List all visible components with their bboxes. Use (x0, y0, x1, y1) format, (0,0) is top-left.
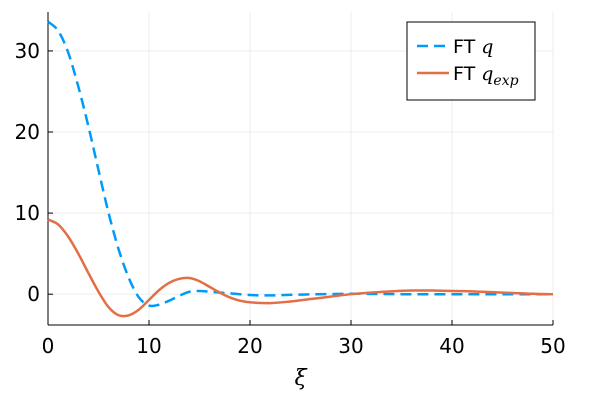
y-tick-label-3: 30 (15, 39, 40, 63)
legend-label-1: FT qexp (453, 63, 519, 89)
series-group (47, 20, 554, 318)
x-tick-label-5: 50 (540, 334, 565, 358)
series-line-0 (47, 20, 553, 308)
y-tick-label-2: 20 (15, 120, 40, 144)
x-axis-label: ξ (294, 366, 308, 391)
x-tick-label-1: 10 (136, 334, 161, 358)
y-tick-label-1: 10 (15, 201, 40, 225)
ticks: 0 10 20 30 40 50 0 10 20 30 (15, 39, 566, 358)
legend-box (406, 21, 536, 101)
y-tick-label-0: 0 (27, 282, 40, 306)
axes (47, 12, 553, 326)
x-tick-label-3: 30 (338, 334, 363, 358)
x-tick-label-4: 40 (439, 334, 464, 358)
legend-label-0: FT q (453, 36, 493, 58)
x-tick-label-2: 20 (237, 334, 262, 358)
legend: FT q FT qexp (406, 21, 536, 101)
series-line-1 (47, 218, 554, 318)
x-tick-label-0: 0 (42, 334, 55, 358)
